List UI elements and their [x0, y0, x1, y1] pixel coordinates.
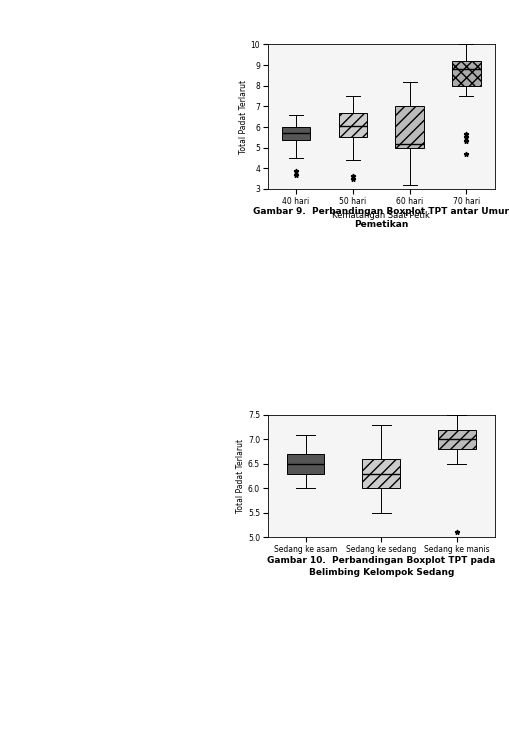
PathPatch shape	[451, 61, 479, 86]
PathPatch shape	[437, 430, 475, 449]
PathPatch shape	[361, 459, 400, 488]
PathPatch shape	[338, 113, 366, 137]
PathPatch shape	[281, 127, 309, 141]
Text: Gambar 10.  Perbandingan Boxplot TPT pada: Gambar 10. Perbandingan Boxplot TPT pada	[266, 556, 495, 565]
PathPatch shape	[394, 107, 423, 147]
Y-axis label: Total Padat Terlarut: Total Padat Terlarut	[238, 79, 247, 154]
Text: Belimbing Kelompok Sedang: Belimbing Kelompok Sedang	[308, 568, 453, 577]
Y-axis label: Total Padat Terlarut: Total Padat Terlarut	[236, 439, 245, 514]
PathPatch shape	[286, 454, 324, 473]
Text: Pemetikan: Pemetikan	[353, 220, 408, 229]
X-axis label: Kematangan Saat Petik: Kematangan Saat Petik	[332, 211, 429, 220]
Text: Gambar 9.  Perbandingan Boxplot TPT antar Umur: Gambar 9. Perbandingan Boxplot TPT antar…	[253, 207, 508, 216]
